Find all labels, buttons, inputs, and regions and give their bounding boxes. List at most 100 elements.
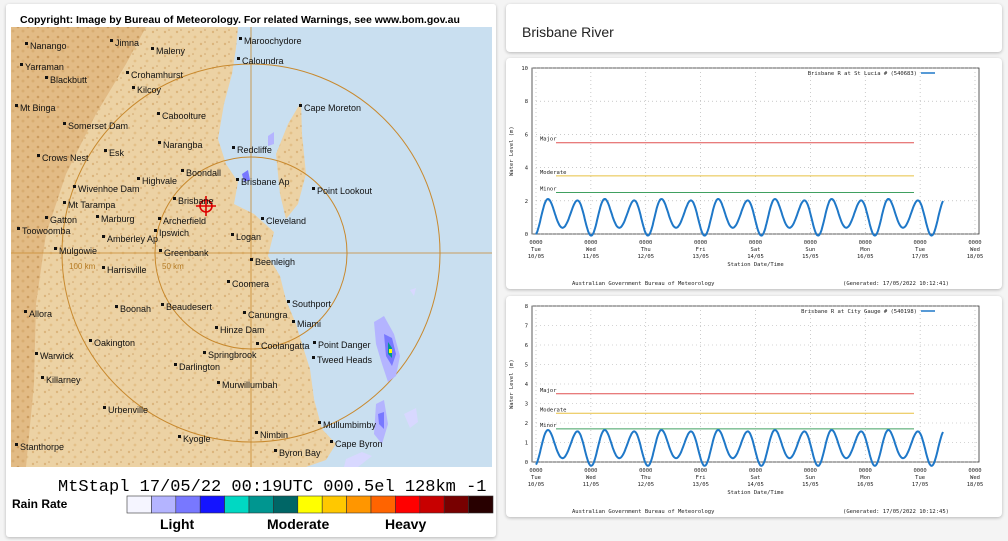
- place-kyogle: Kyogle: [178, 434, 211, 444]
- place-wivenhoe-dam: Wivenhoe Dam: [73, 184, 140, 194]
- place-boondall: Boondall: [181, 168, 221, 178]
- place-esk: Esk: [104, 148, 125, 158]
- x-tick-label: Sat: [751, 475, 761, 481]
- place-crohamhurst: Crohamhurst: [126, 70, 184, 80]
- place-label: Oakington: [94, 338, 135, 348]
- x-tick-label: 0000: [694, 468, 707, 474]
- y-tick-label: 8: [525, 304, 528, 310]
- place-cape-moreton: Cape Moreton: [299, 103, 361, 113]
- place-brisbane-ap: Brisbane Ap: [236, 177, 290, 187]
- place-canungra: Canungra: [243, 310, 288, 320]
- y-tick-label: 6: [525, 343, 528, 349]
- place-beenleigh: Beenleigh: [250, 257, 295, 267]
- colorbar-swatch: [126, 495, 152, 514]
- x-tick-label: 0000: [914, 240, 927, 246]
- x-tick-label: 0000: [914, 468, 927, 474]
- place-label: Point Danger: [318, 340, 371, 350]
- legend-light: Light: [160, 516, 195, 532]
- place-oakington: Oakington: [89, 338, 135, 348]
- x-tick-label: Wed: [586, 247, 596, 253]
- series-line: [535, 197, 944, 237]
- x-tick-label: Thu: [641, 247, 651, 253]
- place-labels: Nanango Jimna Maleny Maroochydore Caloundra Y…: [15, 36, 383, 458]
- place-amberley-ap: Amberley Ap: [102, 234, 158, 244]
- place-darlington: Darlington: [174, 362, 220, 372]
- place-highvale: Highvale: [137, 176, 177, 186]
- place-label: Murwillumbah: [222, 380, 278, 390]
- place-label: Caloundra: [242, 56, 284, 66]
- place-label: Harrisville: [107, 265, 147, 275]
- place-blackbutt: Blackbutt: [45, 75, 88, 85]
- place-label: Ipswich: [159, 228, 189, 238]
- place-narangba: Narangba: [158, 140, 203, 150]
- colorbar-swatch: [175, 495, 201, 514]
- place-label: Narangba: [163, 140, 203, 150]
- place-label: Maleny: [156, 46, 186, 56]
- x-tick-label: 16/05: [857, 482, 874, 488]
- place-warwick: Warwick: [35, 351, 74, 361]
- place-ipswich: Ipswich: [154, 228, 189, 238]
- place-jimna: Jimna: [110, 38, 139, 48]
- chart-footer-generated: (Generated: 17/05/2022 10:12:45): [843, 509, 949, 515]
- x-tick-label: 0000: [584, 240, 597, 246]
- radar-range-rings: [11, 27, 492, 467]
- x-tick-label: Wed: [970, 247, 980, 253]
- x-tick-label: Fri: [696, 475, 706, 481]
- chart-city-gauge: 0123456780000Tue10/050000Wed11/050000Thu…: [509, 304, 983, 515]
- place-urbenville: Urbenville: [103, 405, 148, 415]
- place-nimbin: Nimbin: [255, 430, 288, 440]
- x-tick-label: 10/05: [528, 482, 545, 488]
- place-harrisville: Harrisville: [102, 265, 147, 275]
- ring-label-100: 100 km: [69, 262, 96, 271]
- x-tick-label: 0000: [968, 240, 981, 246]
- place-label: Warwick: [40, 351, 74, 361]
- place-label: Greenbank: [164, 248, 209, 258]
- place-logan: Logan: [231, 232, 261, 242]
- x-tick-label: Mon: [860, 475, 870, 481]
- chart-city-gauge-card: 0 1 2 3 4 5 6 7 8 0000 Tue 10/05 0000 Wed 11/05 0000 Thu…: [506, 296, 1002, 517]
- x-axis-label: Station Date/Time: [727, 262, 783, 268]
- place-cape-byron: Cape Byron: [330, 439, 383, 449]
- place-allora: Allora: [24, 309, 52, 319]
- place-greenbank: Greenbank: [159, 248, 209, 258]
- threshold-label: Major: [540, 137, 557, 143]
- x-tick-label: 0000: [804, 468, 817, 474]
- place-southport: Southport: [287, 299, 332, 309]
- x-tick-label: 0000: [694, 240, 707, 246]
- x-tick-label: Tue: [915, 247, 925, 253]
- place-label: Gatton: [50, 215, 77, 225]
- place-label: Springbrook: [208, 350, 257, 360]
- place-label: Stanthorpe: [20, 442, 64, 452]
- place-coolangatta: Coolangatta: [256, 341, 310, 351]
- place-label: Boonah: [120, 304, 151, 314]
- river-header-card: Brisbane River: [506, 4, 1002, 52]
- chart-st-lucia: 02468100000Tue10/050000Wed11/050000Thu12…: [509, 66, 983, 287]
- place-label: Yarraman: [25, 62, 64, 72]
- threshold-label: Major: [540, 388, 557, 394]
- place-gatton: Gatton: [45, 215, 77, 225]
- place-label: Point Lookout: [317, 186, 373, 196]
- place-label: Amberley Ap: [107, 234, 158, 244]
- colorbar-swatch: [297, 495, 323, 514]
- chart-legend-label: Brisbane R at St Lucia # (540683): [808, 71, 917, 77]
- y-tick-label: 10: [521, 66, 528, 72]
- place-label: Esk: [109, 148, 125, 158]
- place-yarraman: Yarraman: [20, 62, 64, 72]
- x-tick-label: 14/05: [747, 482, 764, 488]
- colorbar-swatch: [395, 495, 421, 514]
- place-label: Highvale: [142, 176, 177, 186]
- threshold-label: Moderate: [540, 407, 567, 413]
- threshold-label: Moderate: [540, 170, 567, 176]
- place-label: Caboolture: [162, 111, 206, 121]
- y-axis-label: Water Level (m): [509, 359, 515, 409]
- place-label: Archerfield: [163, 216, 206, 226]
- y-tick-label: 0: [525, 460, 528, 466]
- place-label: Tweed Heads: [317, 355, 373, 365]
- plot-frame: [531, 67, 980, 235]
- ring-label-50: 50 km: [162, 262, 184, 271]
- x-tick-label: Mon: [860, 247, 870, 253]
- x-tick-label: Tue: [531, 247, 541, 253]
- x-tick-label: Sat: [751, 247, 761, 253]
- x-tick-label: 0000: [749, 240, 762, 246]
- y-tick-label: 6: [525, 132, 528, 138]
